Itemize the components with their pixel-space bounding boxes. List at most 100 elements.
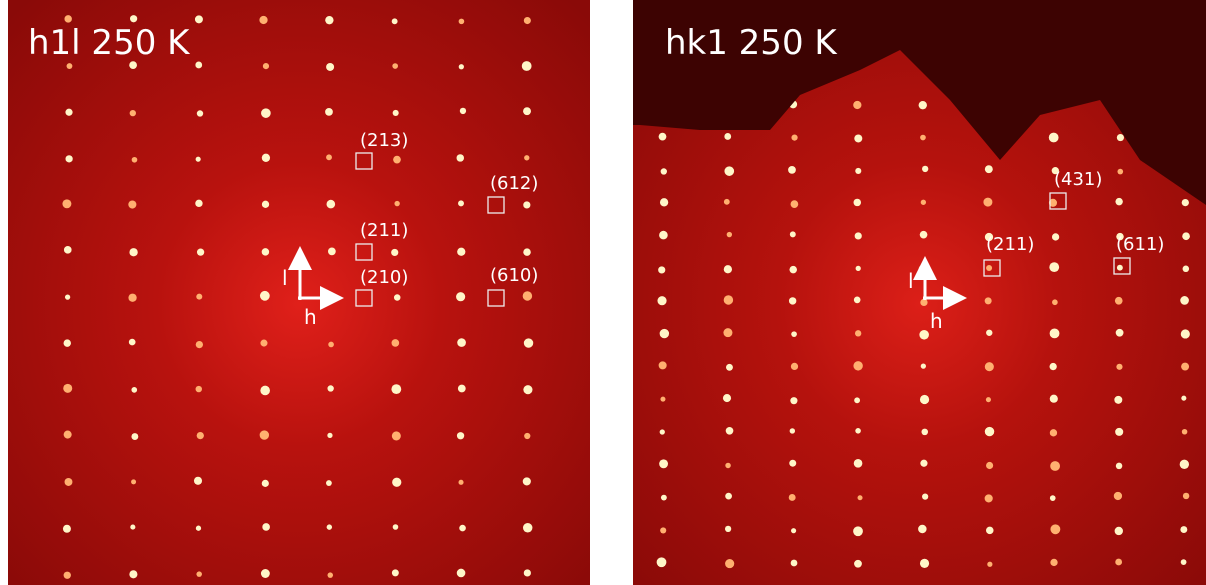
spot: [791, 200, 799, 208]
spot: [196, 386, 202, 392]
spot: [522, 61, 532, 71]
spot: [195, 200, 202, 207]
spot: [789, 297, 796, 304]
axis-label: h: [930, 309, 943, 333]
spot: [328, 342, 334, 348]
spot: [1049, 262, 1059, 272]
axis-label: l: [908, 269, 914, 293]
reflection-label: (611): [1116, 234, 1164, 255]
spot: [459, 525, 466, 532]
spot: [660, 429, 665, 434]
figure: h1l 250 K l h (213) (612) (211) (210) (6…: [0, 0, 1206, 585]
spot: [65, 294, 70, 299]
spot: [659, 361, 667, 369]
spot: [64, 246, 72, 254]
spot: [457, 248, 465, 256]
spot: [326, 154, 332, 160]
spot: [327, 524, 332, 529]
spot: [262, 201, 269, 208]
spot: [658, 266, 665, 273]
spot: [1050, 461, 1060, 471]
spot: [724, 295, 733, 304]
spot: [922, 494, 928, 500]
spot: [128, 294, 136, 302]
spot: [1115, 428, 1123, 436]
spot: [1115, 198, 1122, 205]
spot: [327, 385, 333, 391]
axis-label: l: [282, 266, 288, 290]
spot: [393, 110, 399, 116]
spot: [723, 394, 731, 402]
reflection-label: (211): [986, 234, 1034, 255]
spot: [328, 248, 336, 256]
spot: [790, 231, 796, 237]
spot: [524, 433, 530, 439]
spot: [65, 478, 73, 486]
spot: [723, 328, 732, 337]
spot: [132, 157, 138, 163]
spot: [456, 292, 465, 301]
spot: [195, 15, 203, 23]
spot: [328, 572, 334, 578]
spot: [392, 569, 399, 576]
spot: [523, 385, 532, 394]
spot: [65, 155, 72, 162]
spot: [391, 339, 399, 347]
spot: [1115, 527, 1123, 535]
reflection-label: (431): [1054, 169, 1102, 190]
spot: [920, 135, 926, 141]
spot: [1116, 463, 1123, 470]
spot: [459, 19, 465, 25]
spot: [129, 339, 136, 346]
spot: [457, 154, 464, 161]
spot: [725, 559, 734, 568]
spot: [1114, 396, 1122, 404]
spot: [129, 248, 137, 256]
spot: [130, 110, 136, 116]
spot: [196, 526, 201, 531]
spot: [197, 249, 204, 256]
reflection-label: (211): [360, 220, 408, 241]
spot: [197, 432, 204, 439]
spot: [460, 108, 466, 114]
spot: [261, 569, 270, 578]
spot: [196, 157, 201, 162]
spot: [327, 200, 336, 209]
spot: [1116, 364, 1122, 370]
spot: [856, 266, 861, 271]
spot: [392, 63, 398, 69]
spot: [790, 428, 795, 433]
spot: [1050, 328, 1060, 338]
spot: [657, 296, 666, 305]
spot: [854, 459, 863, 468]
spot: [659, 231, 668, 240]
spot: [1117, 134, 1124, 141]
spot: [458, 200, 464, 206]
spot: [855, 330, 861, 336]
spot: [986, 397, 991, 402]
spot: [326, 63, 334, 71]
spot: [855, 232, 862, 239]
spot: [986, 462, 993, 469]
spot: [196, 341, 203, 348]
spot: [393, 156, 401, 164]
spot: [853, 101, 861, 109]
spot: [986, 330, 992, 336]
spot: [1050, 395, 1058, 403]
panel-left: h1l 250 K l h (213) (612) (211) (210) (6…: [8, 0, 590, 585]
spot: [919, 330, 929, 340]
spot: [131, 479, 136, 484]
spot: [1115, 559, 1122, 566]
spot: [1116, 329, 1124, 337]
spot: [657, 557, 667, 567]
spot: [726, 427, 734, 435]
spot: [660, 527, 666, 533]
spot: [260, 340, 267, 347]
spot: [523, 201, 530, 208]
spot: [1050, 524, 1060, 534]
spot: [1181, 559, 1187, 565]
spot: [660, 397, 665, 402]
spot: [983, 198, 992, 207]
spot: [921, 364, 926, 369]
spot: [523, 248, 531, 256]
